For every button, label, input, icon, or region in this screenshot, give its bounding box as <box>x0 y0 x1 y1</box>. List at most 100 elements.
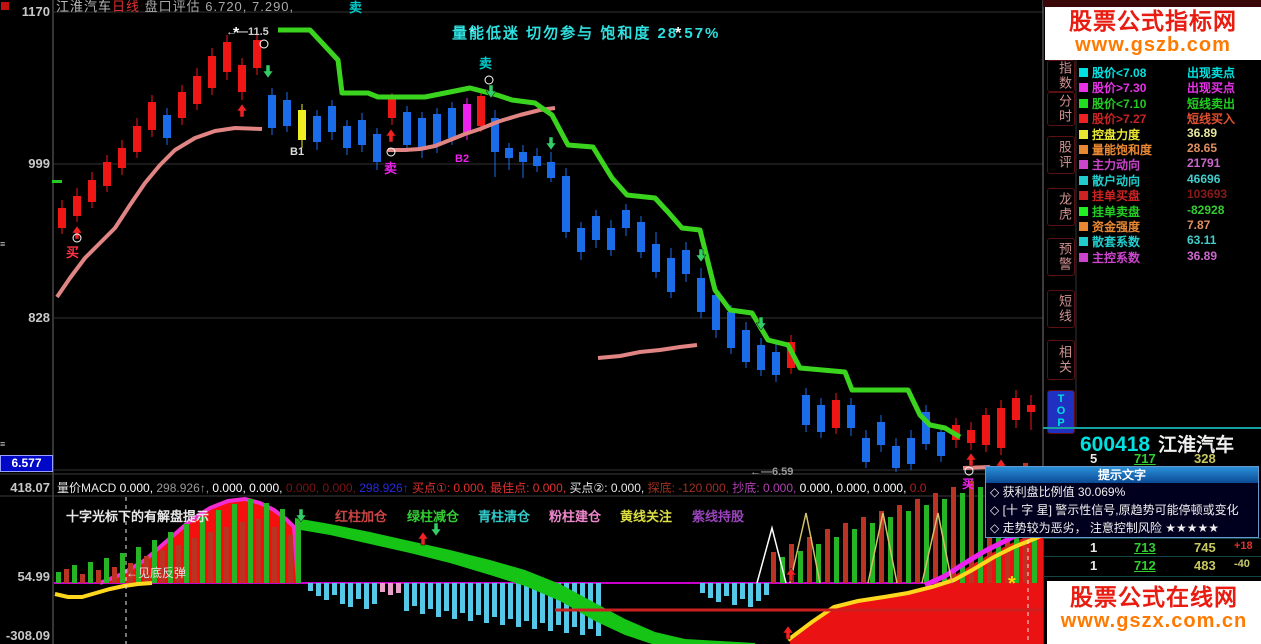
indicator-value: 出现买点 <box>1187 81 1236 96</box>
quote-cell: 712 <box>1134 558 1156 573</box>
svg-text:卖: 卖 <box>384 161 397 176</box>
indicator-row: 量能饱和度 28.65 <box>1079 141 1259 157</box>
quote-cell: 328 <box>1194 451 1216 466</box>
indicator-value: 103693 <box>1187 187 1228 202</box>
macd-legend-item: 黄线关注 <box>620 509 673 524</box>
indicator-value: 出现卖点 <box>1187 66 1236 80</box>
indicator-value: 63.11 <box>1187 233 1217 248</box>
indicator-value: 短线买入 <box>1187 112 1236 127</box>
watermark-top-name: 股票公式指标网 <box>1069 8 1237 34</box>
indicator-row: 股价<7.10 短线卖出 <box>1079 95 1259 111</box>
macd-annotation: ←见底反弹 <box>126 566 187 580</box>
macd-legend-item: 绿柱减仓 <box>407 509 460 524</box>
status-segment: 298.926↑, <box>156 481 213 494</box>
status-segment: 买点①: 0.000, <box>411 481 491 494</box>
sidebar-tab-股评[interactable]: 股评 <box>1047 136 1075 174</box>
indicator-row: 股价<7.08 出现卖点 <box>1079 64 1259 80</box>
indicator-value: 21791 <box>1187 156 1221 171</box>
indicator-label: 主控系数 <box>1092 250 1141 265</box>
svg-text:*: * <box>469 25 476 42</box>
sidebar-tab-指数[interactable]: 指数 <box>1047 60 1075 92</box>
indicator-value: -82928 <box>1187 202 1225 217</box>
tooltip-line: ◇ 走势较为恶劣， 注意控制风险 ★★★★★ <box>990 521 1220 535</box>
indicator-row: 股价>7.27 短线买入 <box>1079 110 1259 127</box>
tooltip-line: ◇ [十 字 星] 警示性信号,原趋势可能停顿或变化 <box>990 503 1239 517</box>
macd-axis-label: -308.09 <box>5 628 50 643</box>
indicator-label: 主力动向 <box>1092 158 1141 173</box>
status-segment: 0.000, <box>119 481 157 494</box>
sidebar-tab-龙虎[interactable]: 龙虎 <box>1047 188 1075 226</box>
indicator-value: 46696 <box>1187 171 1221 186</box>
indicator-value: 28.65 <box>1187 141 1218 155</box>
svg-text:卖: 卖 <box>479 56 492 71</box>
top-right-strip <box>1043 0 1261 7</box>
indicator-swatch <box>1079 191 1088 201</box>
price-cursor-value: 6.577 <box>0 455 53 472</box>
chart-title: 江淮汽车日线 盘口评估 6.720, 7.290, <box>56 0 294 15</box>
indicator-value: 短线卖出 <box>1187 96 1236 111</box>
title-period: 日线 <box>112 0 141 14</box>
quote-row: 1 713 745 +18 <box>1043 540 1261 556</box>
quote-change: +18 <box>1234 540 1253 552</box>
title-stock-name: 江淮汽车 <box>56 0 113 14</box>
indicator-label: 量能饱和度 <box>1092 143 1153 157</box>
edge-mark: ≡ <box>0 439 6 449</box>
price-axis-label: 1170 <box>21 4 50 19</box>
tooltip-title[interactable]: 提示文字 <box>986 467 1258 483</box>
row-separator <box>1043 556 1261 557</box>
indicator-row: 散套系数 63.11 <box>1079 233 1259 249</box>
indicator-label: 股价<7.08 <box>1092 66 1147 80</box>
watermark-bottom-url: www.gszx.com.cn <box>1060 610 1248 632</box>
status-segment: 0.000, 0.000, <box>212 481 286 494</box>
svg-text:B1: B1 <box>290 146 304 158</box>
hint-tooltip: 提示文字 ◇ 获利盘比例值 30.069% ◇ [十 字 星] 警示性信号,原趋势… <box>985 466 1259 538</box>
quote-cell: 5 <box>1090 451 1098 466</box>
indicator-swatch <box>1079 237 1088 247</box>
sidebar-tab-预警[interactable]: 预警 <box>1047 238 1075 276</box>
macd-legend-item: 红柱加仓 <box>335 509 388 524</box>
indicator-label: 股价>7.27 <box>1092 112 1147 127</box>
indicator-swatch <box>1079 175 1088 185</box>
indicator-row: 资金强度 7.87 <box>1079 218 1259 234</box>
quote-cell: 717 <box>1134 451 1156 466</box>
row-separator <box>1043 538 1261 539</box>
indicator-swatch <box>1079 252 1088 262</box>
sidebar-tab-相关[interactable]: 相关 <box>1047 340 1075 380</box>
status-segment: 0.0 <box>909 481 927 494</box>
indicator-swatch <box>1079 129 1088 139</box>
indicator-row: 散户动向 46696 <box>1079 171 1259 188</box>
indicator-label: 散户动向 <box>1092 173 1141 188</box>
svg-text:B2: B2 <box>455 153 469 165</box>
edge-mark: ≡ <box>0 239 6 249</box>
indicator-label: 控盘力度 <box>1092 127 1141 142</box>
indicator-row: 控盘力度 36.89 <box>1079 126 1259 142</box>
sidebar-tab-短线[interactable]: 短线 <box>1047 290 1075 328</box>
macd-axis-label: 418.07 <box>10 480 50 495</box>
macd-legend-item: 十字光标下的有解盘提示 <box>66 509 210 524</box>
indicator-swatch <box>1079 206 1088 216</box>
indicator-swatch <box>1079 98 1088 108</box>
svg-text:卖: 卖 <box>349 0 362 15</box>
indicator-value: 36.89 <box>1187 248 1218 263</box>
indicator-swatch <box>1079 222 1088 231</box>
stock-header: 600418 江淮汽车 <box>1080 430 1234 457</box>
quote-cell: 1 <box>1090 540 1098 555</box>
macd-axis-label: 54.99 <box>17 569 50 584</box>
quote-cell: 745 <box>1194 540 1216 555</box>
indicator-label: 挂单卖盘 <box>1092 204 1141 219</box>
svg-text:←—6.59: ←—6.59 <box>750 466 793 478</box>
quote-cell: 483 <box>1194 558 1216 573</box>
tooltip-line: ◇ 获利盘比例值 30.069% <box>990 485 1126 499</box>
indicator-row: 股价>7.30 出现买点 <box>1079 79 1259 96</box>
title-eval: 盘口评估 6.720, 7.290, <box>140 0 295 14</box>
sidebar-tab-分时[interactable]: 分时 <box>1047 92 1075 126</box>
status-segment: 抄底: 0.000, <box>732 481 800 494</box>
svg-text:*: * <box>233 25 240 42</box>
indicator-status-line: 量价MACD 0.000, 298.926↑, 0.000, 0.000, 0.… <box>57 479 1037 494</box>
macd-legend-item: 粉柱建仓 <box>549 509 602 524</box>
indicator-swatch <box>1079 160 1088 170</box>
indicator-row: 主力动向 21791 <box>1079 156 1259 173</box>
